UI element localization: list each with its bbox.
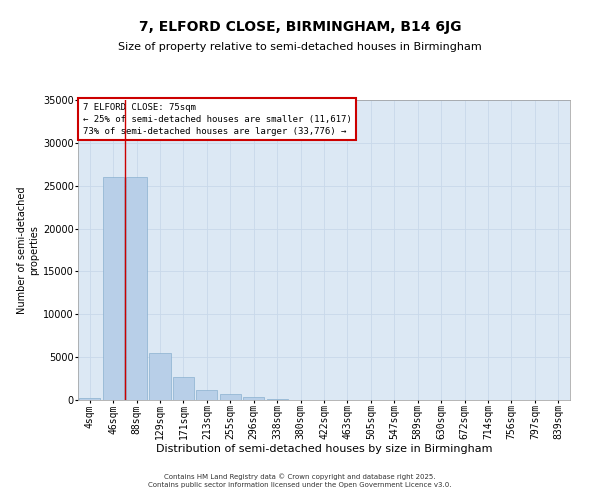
Bar (196, 390, 217, 400)
Text: Size of property relative to semi-detached houses in Birmingham: Size of property relative to semi-detach… (118, 42, 482, 52)
Bar (103, 177, 124, 400)
Bar (149, 353, 170, 400)
Bar (220, 394, 241, 400)
Bar (79, 398, 100, 400)
Text: 7 ELFORD CLOSE: 75sqm
← 25% of semi-detached houses are smaller (11,617)
73% of : 7 ELFORD CLOSE: 75sqm ← 25% of semi-deta… (83, 103, 352, 136)
Text: Contains HM Land Registry data © Crown copyright and database right 2025.
Contai: Contains HM Land Registry data © Crown c… (148, 473, 452, 488)
Bar (243, 397, 264, 400)
Text: 7, ELFORD CLOSE, BIRMINGHAM, B14 6JG: 7, ELFORD CLOSE, BIRMINGHAM, B14 6JG (139, 20, 461, 34)
Bar (126, 177, 147, 400)
Y-axis label: Number of semi-detached
properties: Number of semi-detached properties (17, 186, 39, 314)
Bar (173, 377, 194, 400)
X-axis label: Distribution of semi-detached houses by size in Birmingham: Distribution of semi-detached houses by … (156, 444, 492, 454)
